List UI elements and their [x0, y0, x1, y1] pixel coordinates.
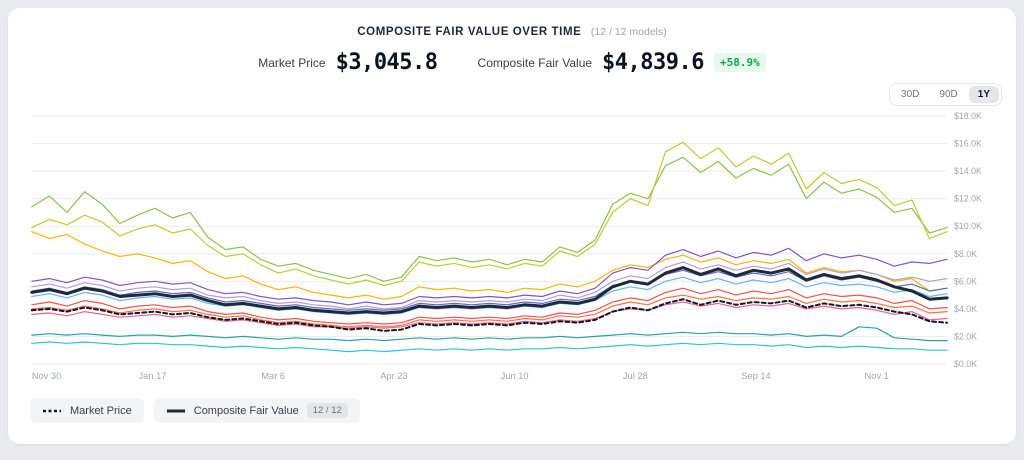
y-axis-label: $8.0K [954, 249, 977, 259]
y-axis-label: $6.0K [954, 276, 977, 286]
x-axis-label: Nov 1 [865, 370, 889, 381]
series-model-8 [32, 288, 947, 324]
solid-line-icon [166, 409, 185, 412]
range-selector: 30D 90D 1Y [889, 83, 1002, 106]
dashed-line-icon [43, 409, 61, 412]
legend: Market Price Composite Fair Value 12 / 1… [22, 398, 1002, 423]
legend-composite-label: Composite Fair Value [193, 404, 299, 417]
x-axis-label: Mar 6 [261, 370, 285, 381]
card-title: COMPOSITE FAIR VALUE OVER TIME (12 / 12 … [22, 22, 1002, 40]
x-axis-label: Jun 10 [501, 370, 529, 381]
series-model-11 [32, 327, 947, 341]
legend-item-composite[interactable]: Composite Fair Value 12 / 12 [153, 398, 360, 423]
market-price-stat: Market Price $3,045.8 [258, 50, 438, 75]
fair-value-stat: Composite Fair Value $4,839.6 +58.9% [478, 50, 766, 75]
y-axis-label: $10.0K [954, 221, 982, 231]
series-model-3 [32, 232, 947, 300]
series-model-2 [32, 142, 947, 285]
composite-fair-value-card: COMPOSITE FAIR VALUE OVER TIME (12 / 12 … [8, 8, 1016, 444]
market-price-value: $3,045.8 [335, 50, 438, 75]
range-button-30d[interactable]: 30D [892, 86, 928, 103]
series-model-12 [32, 342, 947, 352]
series-model-9 [32, 295, 947, 327]
y-axis-label: $2.0K [954, 331, 977, 341]
legend-item-market-price[interactable]: Market Price [30, 398, 144, 423]
y-axis-label: $14.0K [954, 166, 982, 176]
x-axis-label: Apr 23 [380, 370, 407, 381]
stats-row: Market Price $3,045.8 Composite Fair Val… [22, 50, 1002, 75]
series-model-4 [32, 248, 947, 304]
y-axis-label: $4.0K [954, 304, 977, 314]
page-title: COMPOSITE FAIR VALUE OVER TIME [357, 26, 582, 38]
series-model-1 [32, 157, 947, 281]
series-composite-fair-value [32, 268, 947, 313]
models-count-subtitle: (12 / 12 models) [590, 26, 667, 38]
series-model-10 [32, 302, 947, 328]
x-axis-label: Sep 14 [741, 370, 770, 381]
chart-area: $0.0K $2.0K $4.0K $6.0K $8.0K $10.0K $12.0K $14… [22, 108, 1002, 388]
series-market-price [32, 299, 947, 331]
y-axis-label: $18.0K [954, 111, 982, 121]
y-axis-label: $16.0K [954, 138, 982, 148]
fair-value-value: $4,839.6 [602, 50, 705, 75]
x-axis-label: Jul 28 [623, 370, 648, 381]
market-price-label: Market Price [258, 55, 326, 70]
range-button-90d[interactable]: 90D [930, 86, 966, 103]
range-button-1y[interactable]: 1Y [968, 86, 999, 103]
y-axis-label: $12.0K [954, 194, 982, 204]
y-axis-label: $0.0K [954, 359, 977, 369]
series-model-5 [32, 262, 947, 309]
fair-value-label: Composite Fair Value [477, 55, 593, 70]
legend-models-badge: 12 / 12 [306, 403, 348, 418]
range-selector-row: 30D 90D 1Y [22, 83, 1002, 106]
legend-market-price-label: Market Price [70, 404, 132, 417]
x-axis-label: Jan 17 [139, 370, 167, 381]
series-model-6 [32, 270, 947, 310]
chart-canvas[interactable]: $0.0K $2.0K $4.0K $6.0K $8.0K $10.0K $12.0K $14… [22, 108, 1002, 388]
upside-badge: +58.9% [714, 53, 766, 72]
x-axis-label: Nov 30 [32, 370, 61, 381]
